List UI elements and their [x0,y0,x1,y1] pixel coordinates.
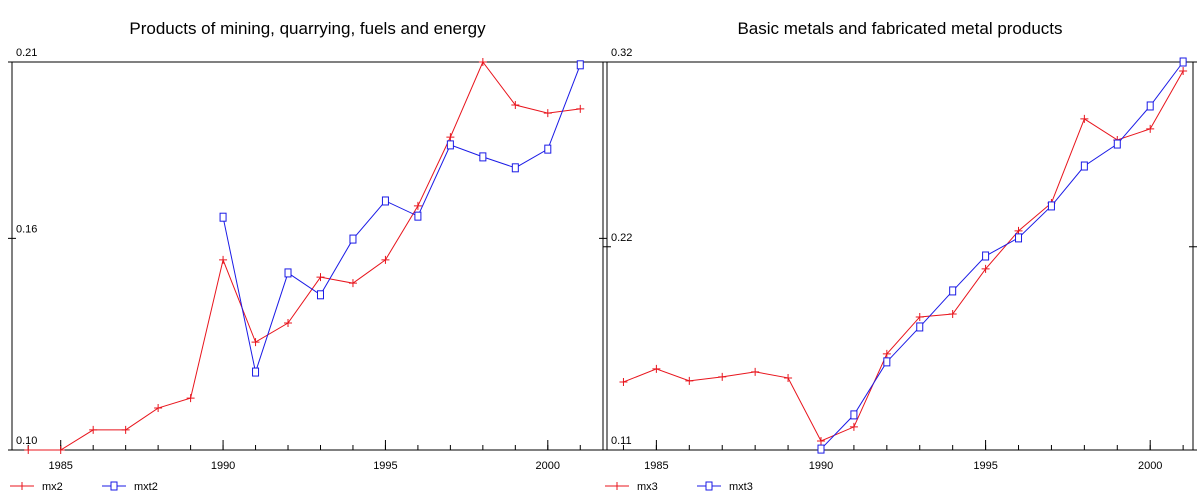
y-tick-label: 0.10 [16,435,37,447]
marker [284,268,292,278]
marker [381,255,390,264]
marker [316,290,324,300]
marker [948,310,957,319]
plot-frame [11,61,604,451]
marker [1080,114,1089,123]
marker [251,338,260,347]
series-line [28,61,581,451]
marker [154,404,163,413]
marker [1179,67,1188,76]
marker [576,104,585,113]
marker [413,201,422,210]
marker [981,264,990,273]
marker [316,273,325,282]
marker [348,279,357,288]
marker [916,322,924,332]
marker [446,133,455,142]
marker [24,446,33,454]
marker [219,255,228,264]
marker [882,349,891,358]
legend-label: mxt3 [729,481,753,493]
marker [751,367,760,376]
marker [652,364,661,373]
series-line [222,64,581,374]
marker [685,376,694,385]
plot-frame [606,61,1194,451]
marker [56,446,65,454]
y-tick-label: 0.32 [611,47,632,59]
marker [511,163,519,173]
marker [1113,139,1121,149]
marker [784,373,793,382]
y-tick-label: 0.16 [16,223,37,235]
x-tick-label: 1990 [809,460,833,472]
marker [349,234,357,244]
marker [816,436,825,445]
marker [186,394,195,403]
marker [576,60,584,70]
marker [219,212,227,222]
marker [252,367,260,377]
marker [1146,101,1154,111]
legend-label: mx3 [637,481,658,493]
marker [89,425,98,434]
y-tick-label: 0.22 [611,232,632,244]
marker [1179,57,1187,67]
legend-label: mxt2 [134,481,158,493]
marker [718,372,727,381]
series-line [820,61,1184,450]
marker [949,286,957,296]
y-tick-label: 0.21 [16,47,37,59]
x-tick-label: 2000 [1138,460,1162,472]
chart-title: Basic metals and fabricated metal produc… [737,19,1062,38]
marker [883,357,891,367]
marker [1146,124,1155,133]
series-line [623,70,1184,442]
x-tick-label: 1985 [48,460,72,472]
x-tick-label: 1995 [373,460,397,472]
marker [543,109,552,118]
marker [544,144,552,154]
marker [446,140,454,150]
x-tick-label: 1995 [973,460,997,472]
marker [915,312,924,321]
marker [1047,201,1055,211]
chart-title: Products of mining, quarrying, fuels and… [129,19,486,38]
x-tick-label: 2000 [536,460,560,472]
y-tick-label: 0.11 [611,435,632,447]
marker [1080,161,1088,171]
marker [121,425,130,434]
marker [619,378,628,387]
x-tick-label: 1985 [644,460,668,472]
legend-marker [613,482,621,490]
legend-marker [705,481,713,491]
marker [850,410,858,420]
legend-label: mx2 [42,481,63,493]
marker [284,319,293,328]
marker [414,211,422,221]
marker [381,196,389,206]
marker [982,251,990,261]
legend-marker [18,482,26,490]
marker [511,101,520,110]
x-tick-label: 1990 [211,460,235,472]
marker [817,444,825,454]
marker [849,422,858,431]
marker [1015,233,1023,243]
legend-marker [110,481,118,491]
marker [478,58,487,66]
marker [479,152,487,162]
